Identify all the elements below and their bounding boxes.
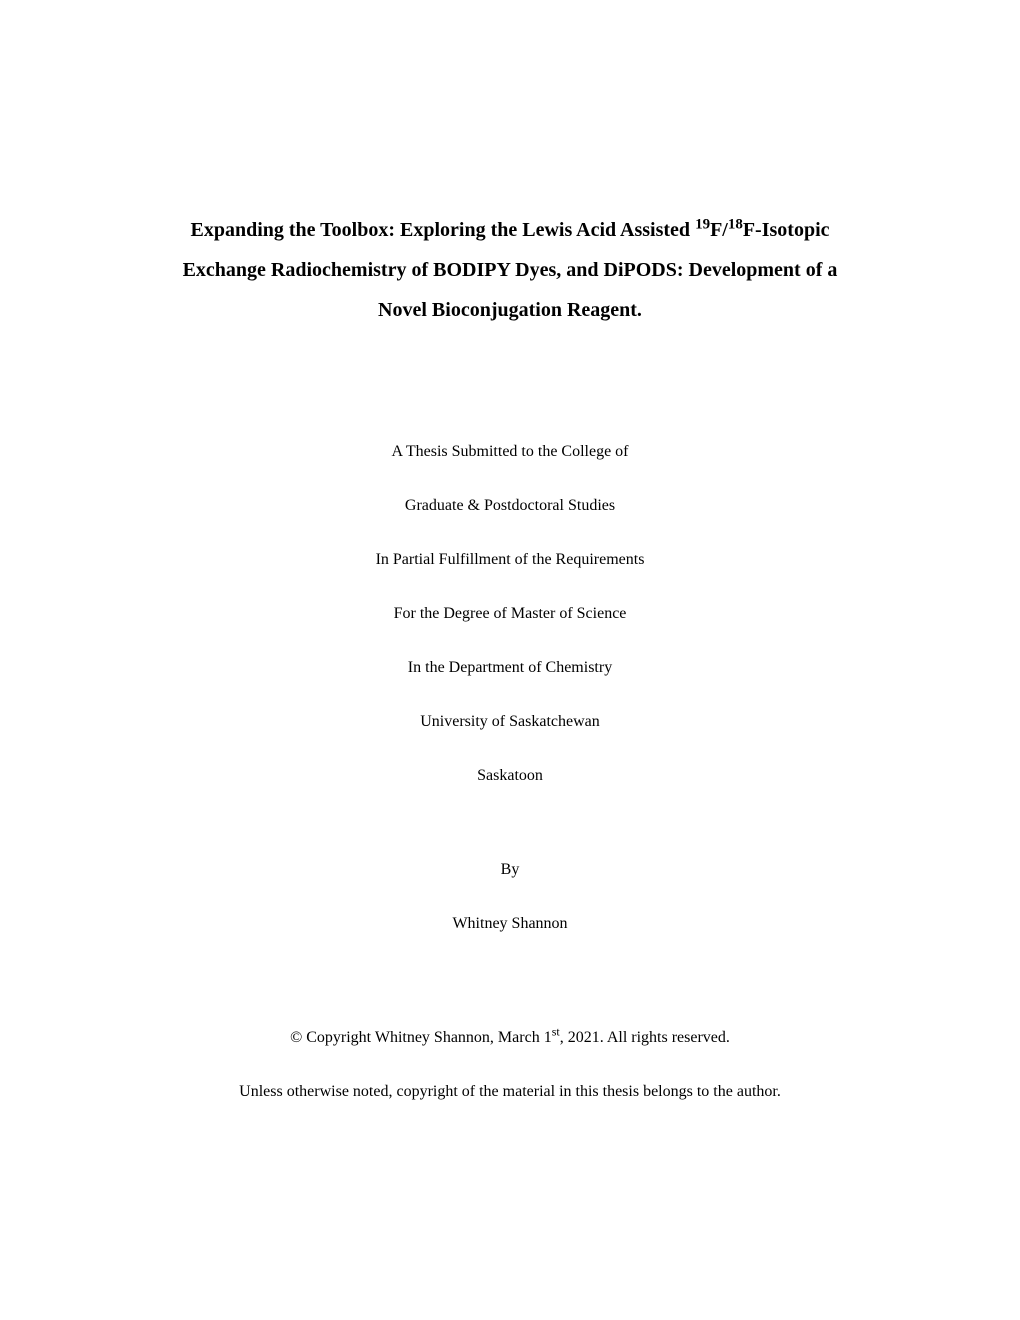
title-line-3: Novel Bioconjugation Reagent. bbox=[120, 290, 900, 330]
submission-line: In the Department of Chemistry bbox=[120, 656, 900, 680]
copyright-line-1: © Copyright Whitney Shannon, March 1st, … bbox=[120, 1026, 900, 1050]
title-sup-2: 18 bbox=[728, 216, 743, 232]
title-line-2: Exchange Radiochemistry of BODIPY Dyes, … bbox=[120, 250, 900, 290]
copyright-text: , 2021. All rights reserved. bbox=[560, 1029, 730, 1046]
by-label: By bbox=[120, 858, 900, 882]
author-name: Whitney Shannon bbox=[120, 912, 900, 936]
thesis-submission-info: A Thesis Submitted to the College of Gra… bbox=[120, 440, 900, 788]
submission-line: A Thesis Submitted to the College of bbox=[120, 440, 900, 464]
copyright-text: © Copyright Whitney Shannon, March 1 bbox=[290, 1029, 552, 1046]
title-text: F/ bbox=[710, 219, 728, 241]
submission-line: Saskatoon bbox=[120, 764, 900, 788]
title-sup-1: 19 bbox=[695, 216, 710, 232]
submission-line: Graduate & Postdoctoral Studies bbox=[120, 494, 900, 518]
title-line-1: Expanding the Toolbox: Exploring the Lew… bbox=[120, 210, 900, 250]
author-block: By Whitney Shannon bbox=[120, 858, 900, 936]
submission-line: For the Degree of Master of Science bbox=[120, 602, 900, 626]
title-text: F-Isotopic bbox=[743, 219, 830, 241]
submission-line: In Partial Fulfillment of the Requiremen… bbox=[120, 548, 900, 572]
thesis-title: Expanding the Toolbox: Exploring the Lew… bbox=[120, 210, 900, 330]
title-text: Expanding the Toolbox: Exploring the Lew… bbox=[190, 219, 695, 241]
copyright-block: © Copyright Whitney Shannon, March 1st, … bbox=[120, 1026, 900, 1104]
copyright-sup: st bbox=[552, 1025, 560, 1039]
submission-line: University of Saskatchewan bbox=[120, 710, 900, 734]
copyright-line-2: Unless otherwise noted, copyright of the… bbox=[120, 1080, 900, 1104]
